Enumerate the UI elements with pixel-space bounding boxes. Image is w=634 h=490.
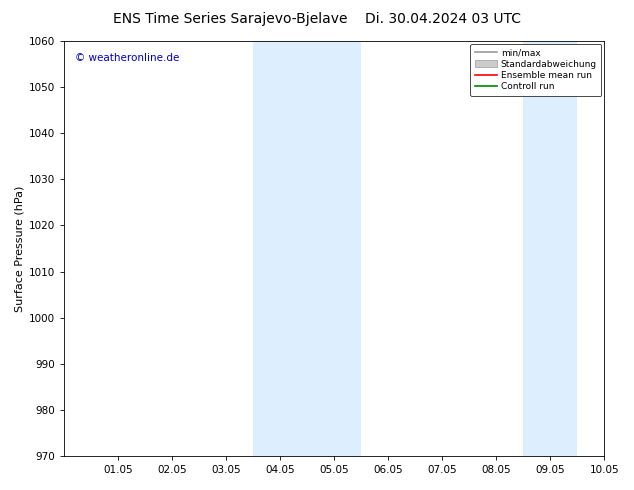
Bar — [523, 41, 577, 456]
Text: © weatheronline.de: © weatheronline.de — [75, 53, 179, 64]
Legend: min/max, Standardabweichung, Ensemble mean run, Controll run: min/max, Standardabweichung, Ensemble me… — [470, 44, 602, 96]
Y-axis label: Surface Pressure (hPa): Surface Pressure (hPa) — [15, 185, 25, 312]
Bar — [254, 41, 361, 456]
Text: ENS Time Series Sarajevo-Bjelave    Di. 30.04.2024 03 UTC: ENS Time Series Sarajevo-Bjelave Di. 30.… — [113, 12, 521, 26]
